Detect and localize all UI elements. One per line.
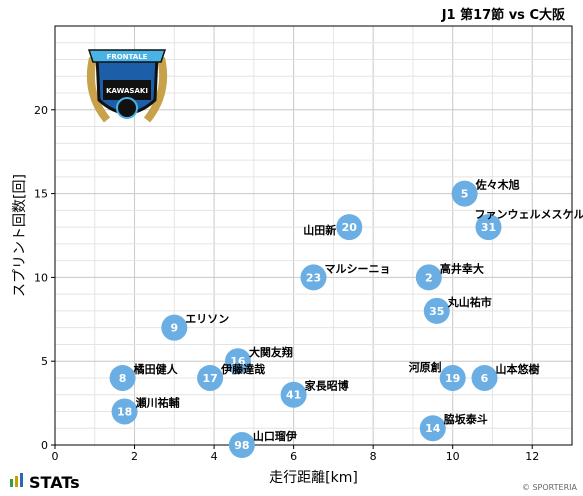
point-label: 家長昭博 bbox=[305, 379, 349, 393]
point-label: 伊藤達哉 bbox=[220, 362, 265, 376]
stats-logo-bar-yellow bbox=[15, 476, 18, 487]
copyright-text: © SPORTERIA bbox=[522, 483, 578, 492]
point-number: 6 bbox=[481, 372, 489, 385]
point-marker bbox=[300, 264, 327, 291]
point-number: 31 bbox=[481, 221, 496, 234]
point-number: 17 bbox=[202, 372, 217, 385]
point-marker bbox=[451, 180, 478, 207]
x-axis-label: 走行距離[km] bbox=[269, 469, 358, 486]
point-number: 14 bbox=[425, 422, 441, 435]
stats-logo-text: STATs bbox=[29, 473, 80, 492]
emblem-name-text: KAWASAKI bbox=[106, 87, 148, 95]
point-marker bbox=[228, 432, 255, 458]
point-number: 20 bbox=[342, 221, 358, 234]
point-label: 橘田健人 bbox=[133, 362, 179, 376]
data-point: 98 山口瑠伊 bbox=[228, 429, 297, 458]
point-label: 大関友翔 bbox=[249, 345, 293, 359]
point-number: 2 bbox=[425, 271, 433, 284]
data-point: 23 マルシーニョ bbox=[300, 262, 391, 291]
point-number: 18 bbox=[117, 405, 132, 418]
data-point: 41 家長昭博 bbox=[280, 379, 349, 408]
point-label: エリソン bbox=[185, 313, 229, 326]
data-point: 6 山本悠樹 bbox=[471, 362, 540, 391]
point-label: 山田新 bbox=[303, 223, 336, 237]
y-tick-label: 5 bbox=[41, 355, 48, 368]
point-label: 瀬川祐輔 bbox=[136, 395, 180, 409]
laurel-wreath bbox=[86, 57, 168, 123]
point-number: 19 bbox=[445, 372, 460, 385]
x-tick-label: 10 bbox=[446, 450, 460, 463]
point-label: ファンウェルメスケルケン際 bbox=[474, 207, 583, 221]
x-axis-ticks: 0 2 4 6 8 10 12 bbox=[52, 445, 539, 463]
point-marker bbox=[197, 364, 224, 391]
point-number: 16 bbox=[230, 355, 246, 368]
point-marker bbox=[111, 398, 138, 425]
point-number: 9 bbox=[170, 322, 178, 335]
plot-area-frame bbox=[54, 25, 573, 446]
point-marker bbox=[475, 214, 502, 241]
emblem-center-band bbox=[103, 80, 151, 100]
x-tick-label: 2 bbox=[131, 450, 138, 463]
emblem-ball bbox=[116, 97, 138, 119]
y-tick-label: 15 bbox=[34, 188, 48, 201]
point-number: 35 bbox=[429, 305, 444, 318]
data-point: 9 エリソン bbox=[161, 313, 229, 341]
point-label: 佐々木旭 bbox=[475, 178, 520, 192]
point-marker bbox=[336, 214, 363, 241]
x-tick-label: 8 bbox=[370, 450, 377, 463]
y-tick-label: 10 bbox=[34, 271, 48, 284]
point-number: 98 bbox=[234, 439, 249, 452]
point-label: 山本悠樹 bbox=[496, 362, 540, 376]
point-number: 23 bbox=[306, 271, 321, 284]
x-tick-label: 6 bbox=[290, 450, 297, 463]
stats-logo-bar-green bbox=[10, 479, 13, 487]
stats-logo-bar-blue bbox=[20, 473, 23, 487]
stats-logo: STATs bbox=[10, 473, 80, 492]
point-label: マルシーニョ bbox=[325, 262, 391, 275]
y-axis-ticks: 0 5 10 15 20 bbox=[34, 104, 55, 452]
y-axis-label: スプリント回数[回] bbox=[12, 174, 28, 297]
point-marker bbox=[419, 415, 446, 442]
point-marker bbox=[280, 381, 307, 408]
point-label: 丸山祐市 bbox=[447, 295, 492, 309]
point-marker bbox=[439, 364, 466, 391]
point-number: 41 bbox=[286, 389, 301, 402]
x-tick-label: 0 bbox=[52, 450, 59, 463]
point-marker bbox=[415, 264, 442, 291]
point-marker bbox=[471, 364, 498, 391]
point-number: 8 bbox=[119, 372, 127, 385]
data-points: 5 佐々木旭 20 山田新 31ファンウェルメスケルケン際 23 マルシーニョ 2 高井幸大 35… bbox=[109, 178, 583, 458]
emblem-banner-text: FRONTALE bbox=[107, 53, 148, 61]
x-tick-label: 4 bbox=[211, 450, 218, 463]
data-point: 8 橘田健人 bbox=[109, 362, 179, 391]
y-tick-label: 0 bbox=[41, 439, 48, 452]
data-point: 31ファンウェルメスケルケン際 bbox=[474, 207, 583, 241]
x-tick-label: 12 bbox=[525, 450, 539, 463]
kawasaki-frontale-emblem: FRONTALE KAWASAKI bbox=[86, 49, 168, 123]
data-point: 5 佐々木旭 bbox=[451, 178, 520, 207]
y-tick-label: 20 bbox=[34, 104, 48, 117]
point-marker bbox=[109, 364, 136, 391]
point-label: 河原創 bbox=[409, 360, 442, 374]
data-point: 20 山田新 bbox=[303, 214, 363, 241]
point-number: 5 bbox=[461, 188, 469, 201]
point-marker bbox=[161, 314, 188, 341]
emblem-banner bbox=[87, 49, 167, 63]
data-point: 18 瀬川祐輔 bbox=[111, 395, 180, 425]
point-marker bbox=[224, 348, 251, 375]
point-marker bbox=[423, 297, 450, 324]
point-label: 高井幸大 bbox=[440, 261, 484, 275]
point-label: 脇坂泰斗 bbox=[444, 412, 488, 426]
chart-title: J1 第17節 vs C大阪 bbox=[441, 7, 566, 23]
data-point: 2 高井幸大 bbox=[415, 261, 484, 291]
point-label: 山口瑠伊 bbox=[253, 429, 297, 443]
